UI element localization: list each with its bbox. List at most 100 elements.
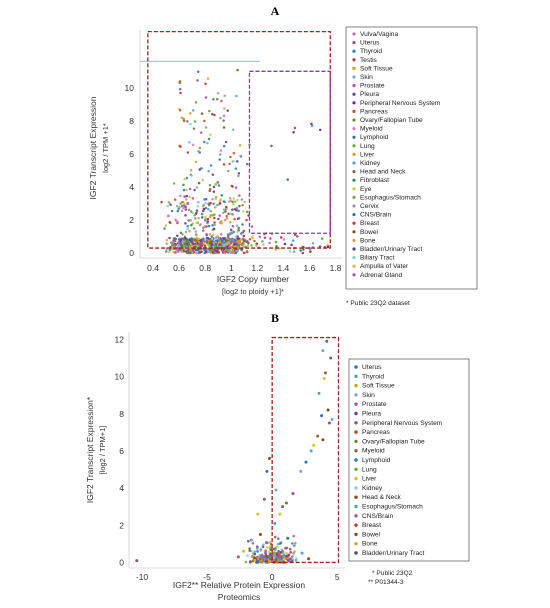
panel-a-point: [233, 239, 237, 242]
panel-a-point: [223, 94, 226, 97]
panel-b-point: [262, 543, 265, 547]
panel-a-point: [167, 214, 170, 218]
panel-a-point: [228, 162, 231, 166]
panel-a-point: [193, 188, 196, 192]
panel-a-point: [233, 200, 237, 203]
panel-b-point: [291, 555, 294, 558]
panel-a-point: [205, 233, 208, 237]
panel-b-x-tick: -5: [203, 572, 211, 582]
panel-a-point: [203, 198, 206, 201]
panel-a-point: [200, 167, 203, 170]
panel-a-point: [195, 211, 198, 215]
panel-a-point: [209, 133, 212, 136]
panel-a-point: [218, 214, 221, 217]
panel-a-point: [236, 235, 239, 238]
panel-a-legend-label: Pleura: [360, 91, 379, 98]
panel-a-x-tick: 1.2: [251, 263, 263, 273]
panel-a-point: [202, 237, 205, 240]
panel-b-point: [322, 376, 326, 380]
panel-a-x-title: IGF2 Copy number: [217, 274, 289, 284]
panel-a-point: [194, 233, 198, 236]
panel-a-point: [207, 202, 210, 205]
panel-b-point: [320, 414, 324, 418]
panel-a-point: [204, 202, 208, 205]
panel-a-point: [168, 236, 171, 240]
panel-a-point: [167, 201, 171, 204]
panel-a-point: [167, 250, 171, 254]
panel-b-point: [242, 549, 246, 553]
panel-b-point: [312, 443, 316, 447]
panel-a-point: [188, 195, 191, 199]
panel-a-point: [160, 200, 163, 204]
panel-b-y-tick: 10: [115, 372, 125, 382]
panel-a-point: [237, 209, 240, 213]
panel-b-point: [284, 501, 288, 505]
panel-b-point: [299, 469, 303, 473]
panel-a-point: [181, 200, 184, 204]
panel-a-point: [196, 70, 200, 74]
panel-b-point: [135, 559, 139, 563]
panel-a-point: [185, 240, 189, 243]
panel-b-point: [272, 556, 276, 560]
panel-a-point: [318, 245, 322, 248]
panel-a-point: [228, 245, 232, 248]
panel-a-point: [234, 167, 238, 170]
panel-a-point: [179, 91, 182, 95]
panel-b-point: [321, 349, 325, 353]
panel-b-point: [255, 545, 259, 549]
panel-a-point: [220, 232, 223, 236]
panel-a-point: [220, 222, 223, 225]
panel-a-point: [180, 249, 184, 253]
panel-a-point: [189, 122, 192, 126]
panel-b-legend-marker: [354, 365, 358, 369]
panel-a-point: [195, 221, 199, 224]
panel-a-legend-label: Cervix: [360, 203, 379, 210]
panel-a-point: [236, 248, 239, 251]
panel-a-point: [178, 87, 182, 91]
panel-a-point: [209, 250, 212, 254]
panel-a-legend-marker: [352, 118, 356, 122]
panel-a-point: [189, 251, 192, 254]
panel-a-legend-marker: [352, 273, 356, 277]
panel-b-legend-marker: [354, 393, 358, 397]
panel-a-point: [206, 217, 210, 221]
panel-b-point: [279, 551, 283, 554]
panel-b-legend-label: Pleura: [362, 411, 381, 418]
panel-b-point: [275, 559, 278, 562]
panel-a-point: [189, 112, 192, 115]
panel-a-point: [191, 109, 195, 112]
panel-a-legend-box: [345, 26, 478, 290]
panel-a-point: [174, 237, 177, 241]
panel-b-point: [251, 559, 255, 563]
panel-a-point: [236, 246, 240, 249]
panel-a-point: [229, 155, 232, 159]
panel-a-point: [225, 214, 228, 218]
panel-a-legend-marker: [352, 127, 356, 131]
panel-a-point: [229, 248, 233, 252]
panel-a-point: [209, 214, 212, 217]
panel-a-point: [207, 137, 211, 141]
panel-a-point: [196, 79, 199, 82]
panel-a-legend-label: Lung: [360, 143, 375, 150]
panel-a-point: [197, 150, 200, 153]
panel-a-y-subtitle: log2 / TPM +1*: [101, 123, 110, 173]
panel-a-point: [198, 223, 202, 227]
panel-a-point: [206, 77, 210, 80]
panel-a-point: [242, 239, 245, 242]
panel-a-point: [310, 122, 313, 126]
panel-a-point: [232, 159, 235, 163]
panel-a-point: [236, 240, 239, 244]
panel-a-point: [172, 239, 175, 243]
panel-b-point: [262, 555, 266, 559]
panel-a-point: [203, 244, 207, 247]
panel-a-legend-marker: [352, 66, 356, 70]
panel-a-outer-box: [147, 31, 331, 249]
panel-b-point: [293, 541, 297, 545]
panel-a-legend-marker: [352, 204, 356, 208]
panel-a-point: [180, 209, 184, 213]
panel-a-legend-label: Esophagus/Stomach: [360, 194, 421, 201]
panel-b-point: [272, 551, 276, 554]
panel-a-point: [187, 243, 190, 246]
panel-a-point: [241, 203, 244, 207]
